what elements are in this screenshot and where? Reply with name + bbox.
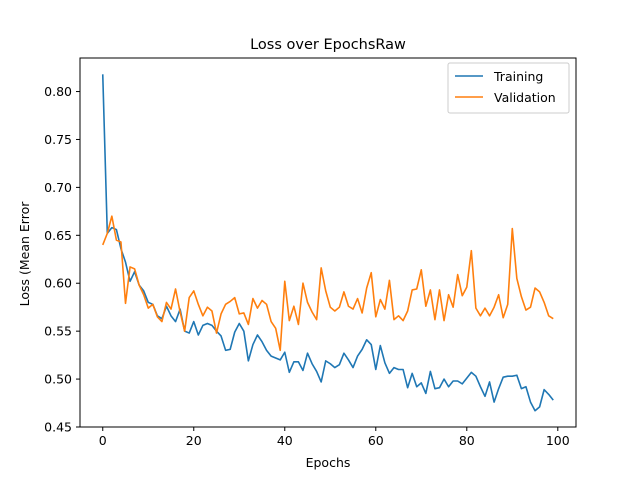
x-tick-label: 20 [186, 433, 202, 448]
legend: Training Validation [447, 62, 570, 114]
x-tick-label: 60 [368, 433, 384, 448]
y-tick-label: 0.55 [44, 324, 72, 339]
y-tick-label: 0.50 [44, 372, 72, 387]
x-tick-label: 40 [277, 433, 293, 448]
chart-title: Loss over EpochsRaw [250, 37, 406, 53]
x-tick-label: 80 [459, 433, 475, 448]
axes-frame [79, 57, 577, 428]
y-axis: 0.45 0.50 0.55 0.60 0.65 0.70 0.75 0.80 [44, 84, 80, 435]
y-tick-label: 0.65 [44, 228, 72, 243]
x-tick-label: 100 [546, 433, 570, 448]
y-axis-label: Loss (Mean Error [17, 201, 32, 307]
y-tick-label: 0.75 [44, 132, 72, 147]
y-tick-label: 0.80 [44, 84, 72, 99]
series-line-training [101, 74, 554, 412]
x-axis-label: Epochs [306, 455, 351, 470]
y-tick-label: 0.70 [44, 180, 72, 195]
legend-validation-label: Validation [494, 90, 556, 105]
y-tick-label: 0.60 [44, 276, 72, 291]
series-line-validation [102, 215, 554, 352]
x-axis: 0 20 40 60 80 100 [99, 427, 570, 448]
y-tick-label: 0.45 [44, 420, 72, 435]
x-tick-label: 0 [99, 433, 107, 448]
plot-area [79, 57, 577, 428]
legend-training-label: Training [493, 69, 543, 84]
